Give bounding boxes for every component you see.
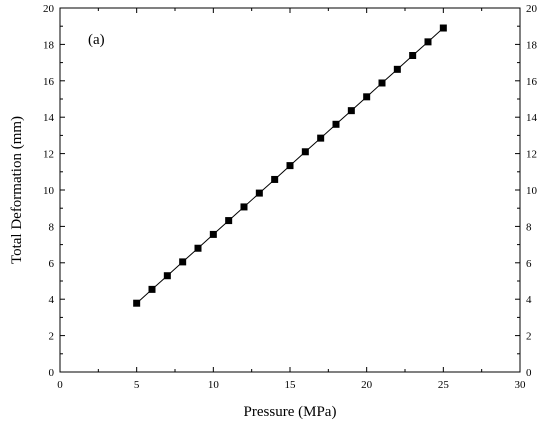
- data-point-marker: [133, 299, 141, 307]
- y-tick-label-right: 18: [526, 39, 538, 51]
- y-tick-label-right: 14: [526, 112, 538, 124]
- data-point-marker: [347, 107, 355, 115]
- x-tick-label: 5: [134, 379, 140, 391]
- data-point-marker: [194, 244, 202, 252]
- y-tick-label-right: 8: [526, 221, 532, 233]
- data-point-marker: [225, 217, 233, 225]
- y-tick-label-left: 16: [43, 76, 55, 88]
- data-point-marker: [301, 148, 309, 156]
- data-point-marker: [240, 203, 248, 211]
- y-tick-label-left: 20: [43, 3, 55, 15]
- data-point-marker: [209, 230, 217, 238]
- y-tick-label-left: 18: [43, 39, 55, 51]
- x-axis-title: Pressure (MPa): [244, 404, 337, 420]
- data-point-marker: [363, 93, 371, 101]
- x-tick-label: 20: [361, 379, 373, 391]
- y-tick-label-right: 10: [526, 185, 538, 197]
- data-point-marker: [378, 79, 386, 87]
- y-tick-label-left: 14: [43, 112, 55, 124]
- data-point-marker: [393, 65, 401, 73]
- y-axis-title: Total Deformation (mm): [9, 116, 25, 264]
- axis-ticks: [59, 7, 521, 373]
- y-tick-label-left: 8: [49, 221, 55, 233]
- data-point-marker: [424, 38, 432, 46]
- y-tick-label-left: 2: [49, 331, 55, 343]
- data-point-marker: [179, 258, 187, 266]
- y-tick-label-right: 6: [526, 258, 532, 270]
- y-tick-label-left: 10: [43, 185, 55, 197]
- y-tick-label-left: 6: [49, 258, 55, 270]
- x-tick-label: 30: [515, 379, 527, 391]
- data-point-marker: [439, 24, 447, 32]
- x-tick-label: 0: [57, 379, 63, 391]
- data-point-marker: [255, 189, 263, 197]
- x-tick-label: 10: [208, 379, 220, 391]
- data-point-marker: [148, 285, 156, 293]
- y-tick-label-right: 20: [526, 3, 538, 15]
- y-tick-label-right: 12: [526, 149, 537, 161]
- y-tick-label-right: 0: [526, 367, 532, 379]
- y-tick-label-right: 4: [526, 294, 532, 306]
- data-point-marker: [271, 175, 279, 183]
- data-point-marker: [332, 120, 340, 128]
- y-tick-label-left: 4: [49, 294, 55, 306]
- data-point-marker: [163, 272, 171, 280]
- data-point-marker: [317, 134, 325, 142]
- y-tick-label-left: 12: [43, 149, 54, 161]
- data-point-marker: [286, 162, 294, 170]
- x-tick-label: 25: [438, 379, 450, 391]
- y-tick-label-right: 2: [526, 331, 532, 343]
- y-tick-label-right: 16: [526, 76, 538, 88]
- plot-frame: [59, 7, 521, 373]
- panel-label: (a): [88, 32, 105, 48]
- data-series: [133, 24, 447, 307]
- y-tick-label-left: 0: [49, 367, 55, 379]
- x-tick-label: 15: [285, 379, 297, 391]
- data-point-marker: [409, 52, 417, 60]
